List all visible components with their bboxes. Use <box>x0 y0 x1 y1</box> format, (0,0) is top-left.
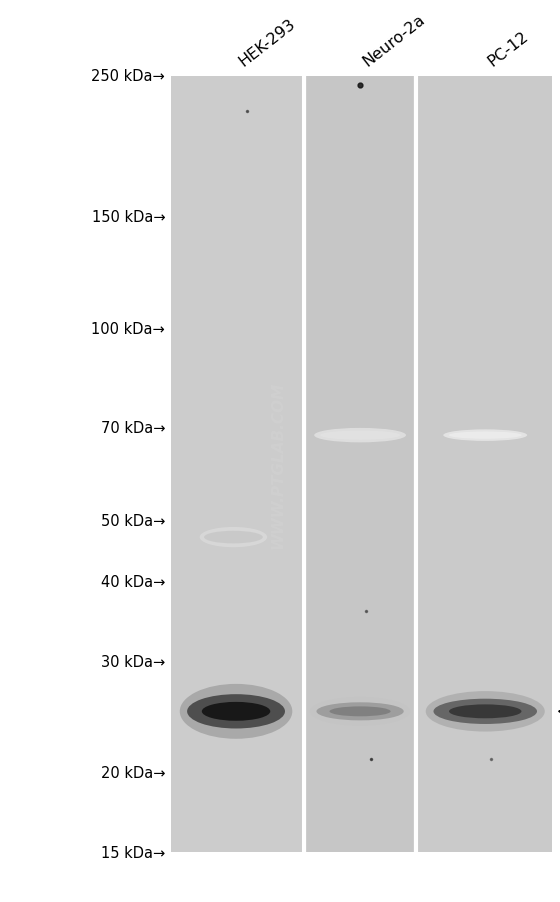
Text: 50 kDa→: 50 kDa→ <box>101 513 165 528</box>
Text: 15 kDa→: 15 kDa→ <box>101 845 165 860</box>
Text: HEK-293: HEK-293 <box>236 16 298 69</box>
Text: 250 kDa→: 250 kDa→ <box>91 69 165 84</box>
Text: PC-12: PC-12 <box>485 29 531 69</box>
Ellipse shape <box>202 702 270 721</box>
Text: 30 kDa→: 30 kDa→ <box>101 654 165 668</box>
Text: 150 kDa→: 150 kDa→ <box>92 210 165 225</box>
Ellipse shape <box>187 695 285 729</box>
Text: 40 kDa→: 40 kDa→ <box>101 575 165 589</box>
Ellipse shape <box>449 432 522 439</box>
Ellipse shape <box>314 428 406 443</box>
Text: Neuro-2a: Neuro-2a <box>360 12 428 69</box>
Text: 100 kDa→: 100 kDa→ <box>91 322 165 336</box>
Bar <box>171 77 552 852</box>
Ellipse shape <box>329 706 391 716</box>
Ellipse shape <box>433 699 537 724</box>
Bar <box>307 77 413 852</box>
Bar <box>171 77 301 852</box>
Ellipse shape <box>320 431 400 440</box>
Ellipse shape <box>310 697 410 726</box>
Bar <box>419 77 552 852</box>
Ellipse shape <box>180 684 292 739</box>
Ellipse shape <box>204 531 263 544</box>
Ellipse shape <box>200 528 267 548</box>
Text: WWW.PTGLAB.COM: WWW.PTGLAB.COM <box>270 381 285 548</box>
Ellipse shape <box>316 703 404 721</box>
Text: 70 kDa→: 70 kDa→ <box>101 420 165 435</box>
Ellipse shape <box>426 691 545 732</box>
Text: 20 kDa→: 20 kDa→ <box>101 766 165 780</box>
Ellipse shape <box>449 704 521 719</box>
Ellipse shape <box>444 430 527 441</box>
